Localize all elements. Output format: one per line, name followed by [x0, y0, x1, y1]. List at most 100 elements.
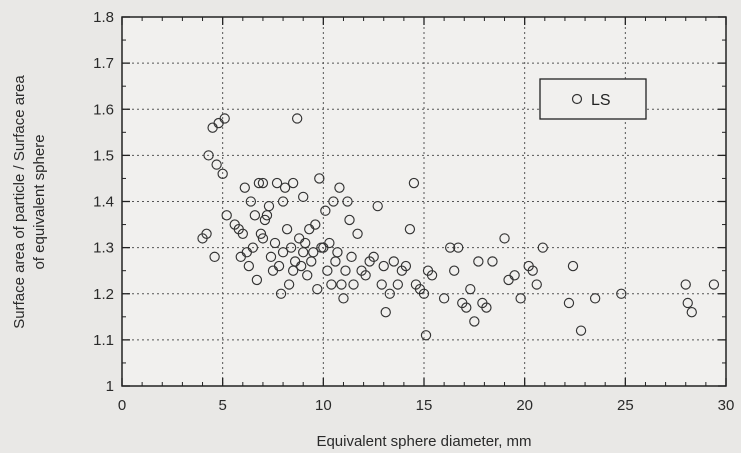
- legend-box: [539, 78, 647, 120]
- x-tick-label: 15: [416, 397, 433, 414]
- data-point: [322, 265, 333, 276]
- data-point: [469, 316, 480, 327]
- data-point: [259, 214, 271, 226]
- data-point: [708, 279, 720, 290]
- data-point: [426, 270, 438, 281]
- data-point: [481, 302, 492, 313]
- data-point: [275, 288, 287, 299]
- data-point: [243, 260, 255, 272]
- data-point: [340, 265, 351, 276]
- data-point: [255, 228, 267, 239]
- data-point: [326, 279, 337, 290]
- data-point: [203, 150, 214, 161]
- data-point: [616, 288, 627, 299]
- y-tick-label: 1.1: [93, 332, 114, 349]
- data-point: [332, 247, 343, 258]
- data-point: [237, 228, 248, 239]
- y-axis-title-line2: of equivalent sphere: [31, 134, 48, 269]
- data-point: [465, 283, 476, 295]
- data-point: [300, 237, 311, 249]
- data-point: [404, 223, 416, 235]
- y-tick-label: 1.5: [93, 147, 114, 164]
- data-point: [372, 200, 383, 212]
- data-point: [281, 223, 293, 235]
- data-point: [360, 270, 371, 281]
- data-point: [515, 293, 526, 304]
- data-point: [487, 256, 498, 267]
- data-point: [257, 177, 269, 189]
- y-axis-tick-labels: 1 1.1 1.2 1.3 1.4 1.5 1.6 1.7 1.8: [93, 9, 114, 395]
- x-tick-label: 30: [718, 397, 735, 414]
- data-point: [567, 260, 579, 272]
- y-tick-label: 1: [106, 378, 114, 395]
- data-point: [249, 210, 261, 221]
- data-point: [277, 247, 289, 258]
- data-point: [324, 237, 335, 249]
- data-point: [296, 260, 307, 272]
- y-tick-label: 1.7: [93, 55, 114, 72]
- data-point: [682, 297, 693, 309]
- legend-label: LS: [591, 92, 611, 109]
- data-point: [420, 330, 432, 341]
- data-point: [384, 288, 395, 299]
- y-tick-label: 1.6: [93, 101, 114, 118]
- data-point: [368, 251, 379, 263]
- data-point: [273, 260, 285, 272]
- x-tick-label: 10: [315, 397, 332, 414]
- x-tick-label: 5: [218, 397, 226, 414]
- data-point: [245, 196, 257, 207]
- y-tick-label: 1.2: [93, 286, 114, 303]
- data-point: [283, 279, 295, 290]
- data-point: [312, 283, 323, 295]
- data-point: [271, 177, 283, 189]
- data-point: [342, 196, 353, 207]
- x-axis-title: Equivalent sphere diameter, mm: [316, 433, 531, 450]
- x-tick-label: 0: [118, 397, 126, 414]
- data-point: [680, 279, 691, 290]
- data-point: [444, 242, 456, 253]
- data-points: [197, 113, 720, 341]
- data-point: [531, 279, 542, 290]
- data-point: [279, 182, 291, 193]
- data-point: [287, 177, 299, 189]
- data-point: [257, 233, 269, 244]
- data-point: [348, 279, 359, 290]
- legend: LS: [539, 78, 647, 120]
- data-point: [328, 196, 339, 207]
- data-point: [453, 242, 464, 253]
- data-point: [473, 256, 484, 267]
- data-point: [308, 247, 319, 258]
- data-point: [380, 307, 391, 318]
- data-point: [269, 237, 281, 249]
- x-axis-tick-labels: 0 5 10 15 20 25 30: [118, 397, 735, 414]
- data-point: [253, 177, 265, 189]
- data-point: [575, 325, 587, 336]
- data-point: [376, 279, 387, 290]
- data-point: [449, 265, 460, 276]
- data-point: [438, 293, 450, 304]
- data-point: [408, 177, 420, 189]
- legend-marker: [571, 93, 583, 105]
- data-point: [221, 210, 232, 221]
- data-point: [388, 256, 399, 267]
- data-point: [334, 182, 345, 193]
- data-point: [277, 196, 289, 207]
- y-tick-label: 1.4: [93, 194, 114, 211]
- data-point: [352, 228, 363, 239]
- data-point: [563, 297, 575, 309]
- data-point: [499, 233, 510, 244]
- data-point: [461, 302, 472, 313]
- data-point: [509, 270, 520, 281]
- data-point: [265, 251, 277, 263]
- data-point: [686, 307, 697, 318]
- data-point: [346, 251, 357, 263]
- data-point: [219, 113, 230, 124]
- y-tick-label: 1.8: [93, 9, 114, 26]
- data-point: [211, 159, 222, 170]
- data-point: [302, 270, 313, 281]
- data-point: [217, 168, 228, 179]
- data-point: [239, 182, 250, 193]
- data-point: [209, 251, 220, 263]
- data-point: [247, 242, 259, 253]
